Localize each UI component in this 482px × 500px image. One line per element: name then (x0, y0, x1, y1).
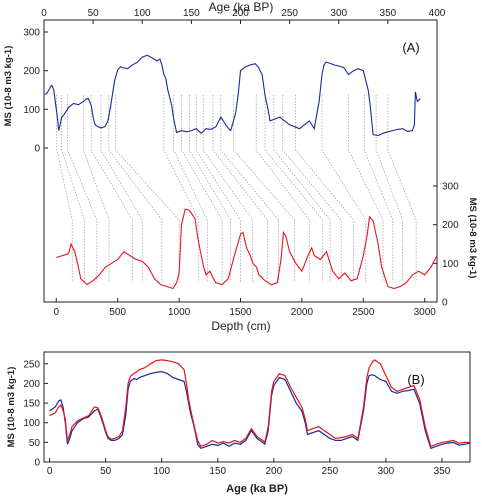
tie-line (220, 95, 279, 282)
panel-b-y-tick-label: 50 (29, 438, 41, 449)
tie-line (173, 95, 208, 282)
panel-a-label: (A) (402, 40, 419, 55)
right-tick-label: 100 (442, 259, 459, 270)
top-tick-label: 150 (183, 8, 200, 19)
tie-line (195, 95, 241, 282)
tie-line (115, 95, 180, 282)
tie-line (108, 95, 163, 282)
top-tick-label: 350 (380, 8, 397, 19)
tie-line (67, 95, 98, 282)
tie-line (375, 95, 403, 282)
top-tick-label: 300 (330, 8, 347, 19)
panel-b-y-tick-label: 0 (34, 458, 40, 469)
left-axis-title: MS (10-8 m3 kg-1) (3, 46, 14, 127)
series-line-b-red (49, 359, 470, 448)
right-tick-label: 300 (442, 182, 459, 193)
panel-b: 0 50 100 150 200 250 300 350 0 50 100 150 200 250 (B… (6, 351, 471, 495)
left-tick-label: 0 (34, 144, 40, 155)
panel-b-x-ticks: 0 50 100 150 200 250 300 350 (47, 458, 451, 477)
panel-b-y-title: MS (10-8 m3 kg-1) (6, 367, 17, 448)
panel-b-y-tick-label: 150 (23, 399, 40, 410)
panel-b-y-tick-label: 100 (23, 418, 40, 429)
bottom-tick-label: 0 (54, 307, 60, 318)
tie-line (295, 95, 354, 282)
bottom-axis-ticks: 0 500 1000 1500 2000 2500 3000 (54, 298, 437, 318)
panel-b-frame (43, 351, 471, 463)
tie-line (100, 95, 143, 282)
tie-line (273, 95, 331, 282)
panel-a: 0 50 100 150 200 250 300 350 400 0 500 1000 1500 200… (3, 0, 478, 333)
tie-line (363, 95, 394, 282)
tie-line (321, 95, 367, 282)
top-tick-label: 200 (232, 8, 249, 19)
tie-line (212, 95, 268, 282)
panel-b-x-tick-label: 0 (47, 466, 53, 477)
tie-line (189, 95, 232, 282)
panel-b-x-tick-label: 250 (322, 466, 339, 477)
tie-line (202, 95, 254, 282)
series-line-depth-ms (56, 208, 438, 290)
panel-b-y-tick-label: 200 (23, 379, 40, 390)
right-axis-title: MS (10-8 m3 kg-1) (467, 198, 478, 279)
left-tick-label: 200 (23, 66, 40, 77)
panel-b-x-tick-label: 150 (209, 466, 226, 477)
top-tick-label: 0 (41, 8, 47, 19)
tie-line (181, 95, 223, 282)
top-tick-label: 100 (134, 8, 151, 19)
bottom-tick-label: 2000 (291, 307, 314, 318)
right-axis-ticks: 0 100 200 300 (433, 182, 459, 309)
bottom-axis-title: Depth (cm) (211, 319, 270, 333)
panel-b-y-tick-label: 250 (23, 359, 40, 370)
left-tick-label: 300 (23, 28, 40, 39)
bottom-tick-label: 500 (109, 307, 126, 318)
top-axis-title: Age (ka BP) (209, 0, 274, 14)
tie-line (56, 95, 73, 282)
panel-b-x-tick-label: 100 (153, 466, 170, 477)
tie-line (348, 95, 384, 282)
top-axis-ticks: 0 50 100 150 200 250 300 350 400 (41, 8, 446, 24)
left-axis-ticks: 0 100 200 300 (23, 28, 48, 155)
tie-line (61, 95, 85, 282)
panel-b-label: (B) (407, 372, 424, 387)
top-tick-label: 250 (281, 8, 298, 19)
top-tick-label: 50 (88, 8, 100, 19)
tie-lines (56, 95, 417, 282)
tie-line (387, 95, 417, 282)
panel-b-x-tick-label: 50 (100, 466, 112, 477)
bottom-tick-label: 1500 (229, 307, 252, 318)
left-tick-label: 100 (23, 105, 40, 116)
right-tick-label: 200 (442, 220, 459, 231)
top-tick-label: 400 (429, 8, 446, 19)
panel-b-x-tick-label: 200 (265, 466, 282, 477)
tie-line (255, 95, 310, 282)
panel-b-x-tick-label: 300 (378, 466, 395, 477)
panel-b-x-tick-label: 350 (434, 466, 451, 477)
panel-b-x-title: Age (ka BP) (226, 483, 288, 495)
tie-line (82, 95, 110, 282)
tie-line (163, 95, 200, 282)
bottom-tick-label: 1000 (168, 307, 191, 318)
bottom-tick-label: 3000 (414, 307, 437, 318)
tie-line (233, 95, 295, 282)
right-tick-label: 0 (442, 298, 448, 309)
tie-line (282, 95, 342, 282)
bottom-tick-label: 2500 (352, 307, 375, 318)
tie-line (90, 95, 133, 282)
panel-b-y-ticks: 0 50 100 150 200 250 (23, 359, 48, 469)
tie-line (264, 95, 324, 282)
series-line-age-ms (44, 54, 421, 137)
